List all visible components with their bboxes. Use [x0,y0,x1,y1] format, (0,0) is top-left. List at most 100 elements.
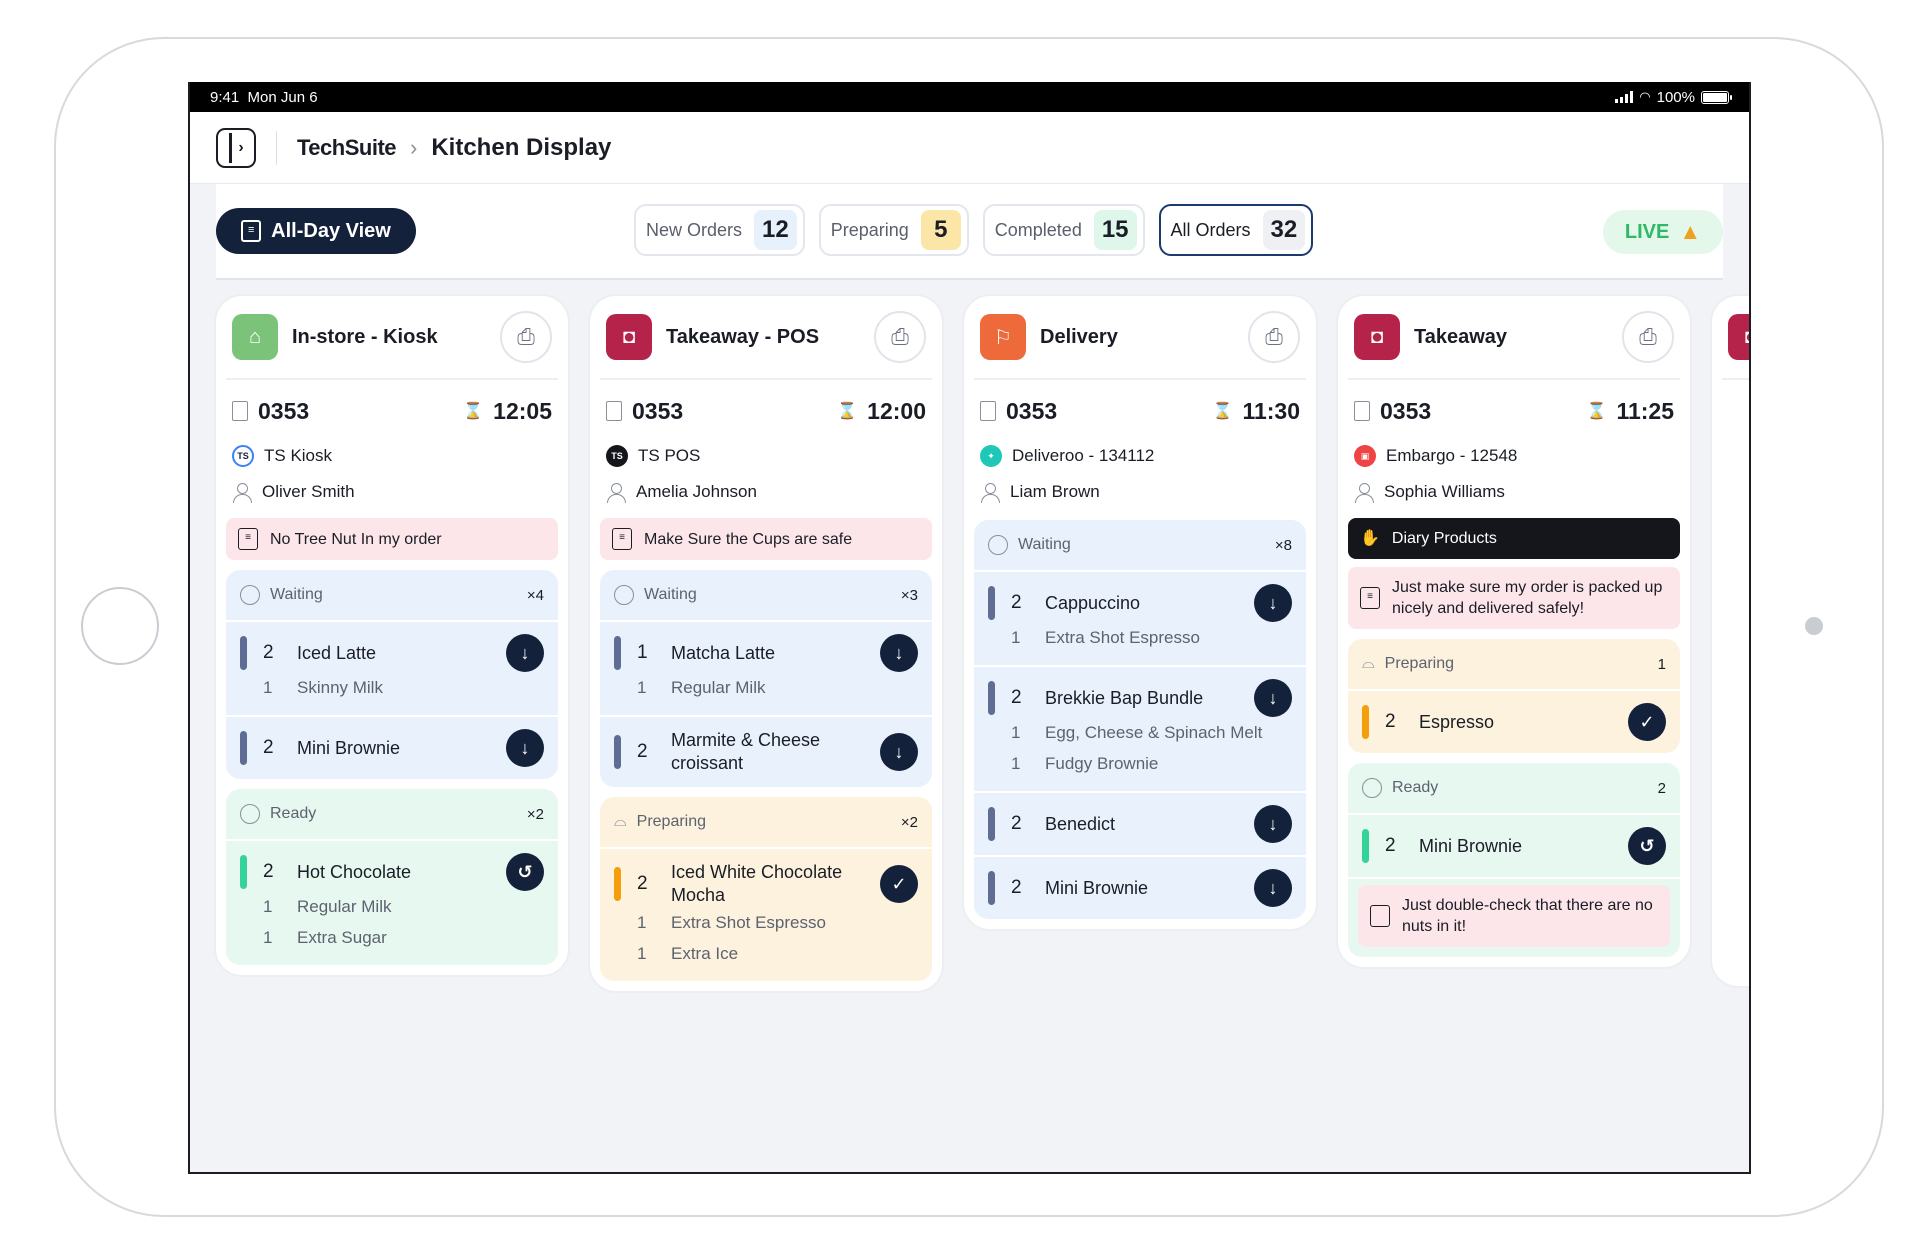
brand-logo[interactable]: TechSuite [297,134,397,160]
order-channel: TS POS [638,446,701,465]
filter-completed[interactable]: Completed 15 [982,204,1145,256]
modifier-name: Skinny Milk [297,677,383,697]
sidebar-toggle-button[interactable]: › [216,127,256,168]
status-bar-indicator [614,636,621,670]
filter-all-orders[interactable]: All Orders 32 [1158,204,1314,256]
hourglass-icon: ⌛ [837,403,858,420]
section-label: Preparing [636,813,707,830]
printer-icon: ⎙ [517,324,535,349]
order-source: Delivery [1040,325,1118,348]
filter-preparing[interactable]: Preparing 5 [818,204,969,256]
arrow-down-button[interactable]: ↓ [1254,869,1292,907]
undo-button[interactable]: ↺ [1628,827,1666,865]
live-label: LIVE [1624,220,1670,243]
print-button[interactable]: ⎙ [500,311,552,363]
status-bar-indicator [988,586,995,620]
filter-new-orders[interactable]: New Orders 12 [634,204,805,256]
battery-percent: 100% [1656,88,1695,106]
filter-label: All Orders [1170,219,1251,240]
item-name: Mini Brownie [1419,835,1523,856]
list-icon: ≡ [241,220,262,242]
modifier-name: Extra Shot Espresso [671,912,826,932]
modifier-qty: 1 [1011,722,1021,742]
arrow-down-button[interactable]: ↓ [880,634,918,672]
modifier-name: Extra Ice [671,943,739,963]
waiting-section: Waiting ×8 2 Cappuccino ↓ 1 Extra Shot Espre… [974,520,1306,919]
deliveroo-icon: ✦ [980,445,1002,467]
embargo-icon: ▣ [1354,445,1376,467]
arrow-down-button[interactable]: ↓ [1254,679,1292,717]
filter-count: 15 [1093,210,1137,250]
item-name: Mini Brownie [1045,877,1149,898]
order-card: ◘ Takeaway ⎙ 0353 ⌛ 11:25 ▣ Embargo - 125… [1338,296,1690,967]
order-timer: 11:30 [1242,397,1300,424]
print-button[interactable]: ⎙ [874,311,926,363]
section-label: Ready [270,805,317,822]
modifier-name: Extra Sugar [297,927,387,947]
arrow-down-button[interactable]: ↓ [506,729,544,767]
print-button[interactable]: ⎙ [1622,311,1674,363]
modifier-qty: 1 [263,927,273,947]
status-bar-indicator [614,735,621,769]
order-item: 2 Iced Latte ↓ 1 Skinny Milk [226,622,558,717]
order-item: 2 Iced White Chocolate Mocha ✓ 1 Extra Shot… [600,849,932,981]
undo-button[interactable]: ↺ [506,853,544,891]
status-bar-indicator [240,855,247,889]
user-icon [1354,482,1374,503]
check-button[interactable]: ✓ [1628,703,1666,741]
arrow-down-button[interactable]: ↓ [880,733,918,771]
order-card: ⌂ In-store - Kiosk ⎙ 0353 ⌛ 12:05 TS TS K… [216,296,568,975]
modifier-qty: 1 [1011,627,1021,647]
arrow-down-button[interactable]: ↓ [1254,584,1292,622]
note-text: Just double-check that there are no nuts… [1402,897,1653,935]
order-item: 2 Marmite & Cheese croissant ↓ [600,717,932,787]
takeaway-bag-icon: ◘ [1728,314,1749,360]
order-item: 2 Hot Chocolate ↺ 1 Regular Milk 1 Extra Sug… [226,841,558,965]
order-number: 0353 [1380,397,1432,424]
item-name: Iced White Chocolate Mocha [671,862,843,905]
item-qty: 2 [263,642,274,663]
hand-stop-icon: ✋ [1360,530,1380,547]
order-source: Takeaway - POS [666,325,820,348]
print-button[interactable]: ⎙ [1248,311,1300,363]
section-count: 1 [1657,655,1666,673]
live-indicator[interactable]: LIVE ▲ [1603,210,1723,254]
order-card: ◘ Takeaway - POS ⎙ 0353 ⌛ 12:00 TS TS POS… [590,296,942,991]
status-time: 9:41 [210,88,240,106]
section-label: Waiting [270,586,323,603]
modifier-qty: 1 [637,677,647,697]
section-label: Waiting [1018,536,1071,553]
allergen-banner: ✋ Diary Products [1348,518,1680,559]
waiting-section: Waiting ×4 2 Iced Latte ↓ 1 Skinny Milk 2 Min… [226,570,558,779]
status-bar-indicator [988,871,995,905]
modifier-name: Regular Milk [297,896,392,916]
takeaway-bag-icon: ◘ [1354,314,1400,360]
note-text: Make Sure the Cups are safe [644,530,853,548]
modifier-name: Egg, Cheese & Spinach Melt [1045,722,1263,742]
order-card-partial[interactable]: ◘ [1712,296,1749,986]
printer-icon: ⎙ [1265,324,1283,349]
takeaway-bag-icon: ◘ [606,314,652,360]
cloche-icon: ⌓ [614,813,627,830]
check-circle-icon [240,804,260,824]
note-text: No Tree Nut In my order [270,530,442,548]
item-name: Cappuccino [1045,592,1141,613]
status-bar-indicator [614,867,621,901]
status-bar-indicator [1362,705,1369,739]
modifier-name: Fudgy Brownie [1045,753,1159,773]
status-bar-indicator [240,636,247,670]
customer-name: Oliver Smith [262,482,355,501]
arrow-down-button[interactable]: ↓ [1254,805,1292,843]
waiting-section: Waiting ×3 1 Matcha Latte ↓ 1 Regular Milk 2… [600,570,932,787]
arrow-down-button[interactable]: ↓ [506,634,544,672]
item-qty: 2 [1385,835,1396,856]
item-qty: 2 [1011,592,1022,613]
user-icon [980,482,1000,503]
item-qty: 2 [1011,687,1022,708]
all-day-view-button[interactable]: ≡ All-Day View [216,208,416,254]
check-button[interactable]: ✓ [880,865,918,903]
item-qty: 2 [637,873,648,894]
section-count: ×8 [1274,536,1292,554]
home-button[interactable] [81,587,159,665]
item-qty: 1 [637,642,648,663]
